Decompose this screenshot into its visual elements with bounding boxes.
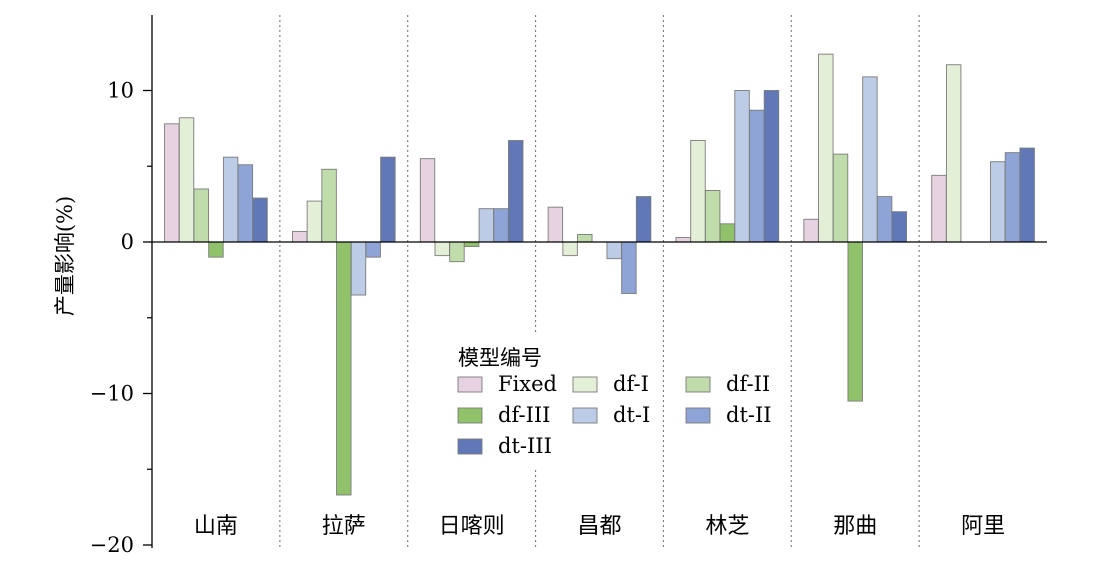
- legend-swatch: [457, 407, 483, 424]
- legend-swatch: [457, 438, 483, 455]
- bar: [193, 188, 209, 243]
- bar: [734, 90, 750, 243]
- y-axis-title: 产量影响(%): [53, 196, 77, 316]
- bar: [222, 156, 239, 243]
- bar: [803, 218, 819, 243]
- bar: [818, 53, 834, 243]
- bar: [478, 208, 495, 243]
- legend-title: 模型编号: [458, 346, 542, 370]
- bar: [208, 241, 224, 258]
- bar: [1004, 152, 1021, 243]
- bar: [434, 241, 450, 257]
- legend-swatch: [457, 376, 483, 393]
- bar: [990, 161, 1006, 243]
- category-separators: [279, 15, 920, 548]
- bar: [463, 241, 480, 247]
- category-label: 林芝: [705, 514, 749, 539]
- bar: [945, 64, 962, 243]
- bar: [419, 158, 436, 243]
- bar: [719, 223, 736, 243]
- category-label: 昌都: [577, 514, 621, 539]
- bar: [690, 140, 706, 243]
- legend-label: dt-III: [498, 434, 552, 458]
- y-tick-label: −10: [90, 382, 134, 406]
- bar: [380, 156, 396, 243]
- bar: [1019, 147, 1035, 243]
- y-tick-label: 10: [107, 79, 134, 103]
- category-label: 拉萨: [322, 514, 366, 539]
- bar: [862, 76, 878, 243]
- bar: [336, 241, 352, 496]
- category-label: 山南: [194, 514, 238, 539]
- bar: [562, 241, 578, 257]
- category-labels: 山南 拉萨 日喀则 昌都 林芝 那曲 阿里: [194, 514, 1005, 539]
- bar: [449, 241, 465, 263]
- category-label: 日喀则: [439, 514, 505, 539]
- axes: [151, 15, 1047, 548]
- bar: [704, 190, 721, 243]
- bar: [547, 206, 564, 243]
- legend-swatch: [685, 407, 711, 424]
- bar: [931, 174, 947, 243]
- category-label: 那曲: [833, 514, 877, 539]
- bar: [164, 123, 180, 243]
- bar: [763, 90, 780, 243]
- bar: [178, 117, 195, 243]
- bar: [252, 197, 268, 243]
- bar: [675, 237, 691, 243]
- legend-label: df-I: [613, 372, 649, 396]
- category-label: 阿里: [961, 514, 1005, 539]
- y-tick-label: 0: [121, 230, 134, 254]
- bar: [493, 208, 509, 243]
- legend-label: dt-II: [726, 403, 772, 427]
- bar: [306, 200, 323, 243]
- bar: [891, 211, 908, 243]
- bar: [621, 241, 637, 294]
- legend-swatch: [685, 376, 711, 393]
- bars-group: [164, 53, 1035, 496]
- bar: [508, 140, 524, 243]
- bar: [291, 230, 308, 243]
- bar: [832, 153, 849, 243]
- bar: [635, 196, 652, 243]
- legend-label: df-III: [498, 403, 550, 427]
- y-axis-minor-ticks: [147, 165, 152, 470]
- bar: [749, 109, 765, 243]
- bar: [321, 168, 337, 243]
- bar: [237, 164, 254, 243]
- legend-label: df-II: [726, 372, 770, 396]
- legend: 模型编号 Fixed df-I df-II df-III dt-I dt-II dt-III: [457, 346, 772, 458]
- legend-label: Fixed: [498, 372, 557, 396]
- legend-swatch: [572, 376, 598, 393]
- bar: [606, 241, 622, 260]
- bar: [876, 196, 893, 243]
- bar: [847, 241, 863, 402]
- legend-label: dt-I: [613, 403, 650, 427]
- legend-swatch: [572, 407, 598, 424]
- bar: [577, 233, 593, 243]
- bar: [350, 241, 367, 296]
- y-tick-label: −20: [90, 533, 134, 557]
- y-axis-ticks: −20 −10 0 10: [90, 79, 152, 557]
- bar: [365, 241, 381, 258]
